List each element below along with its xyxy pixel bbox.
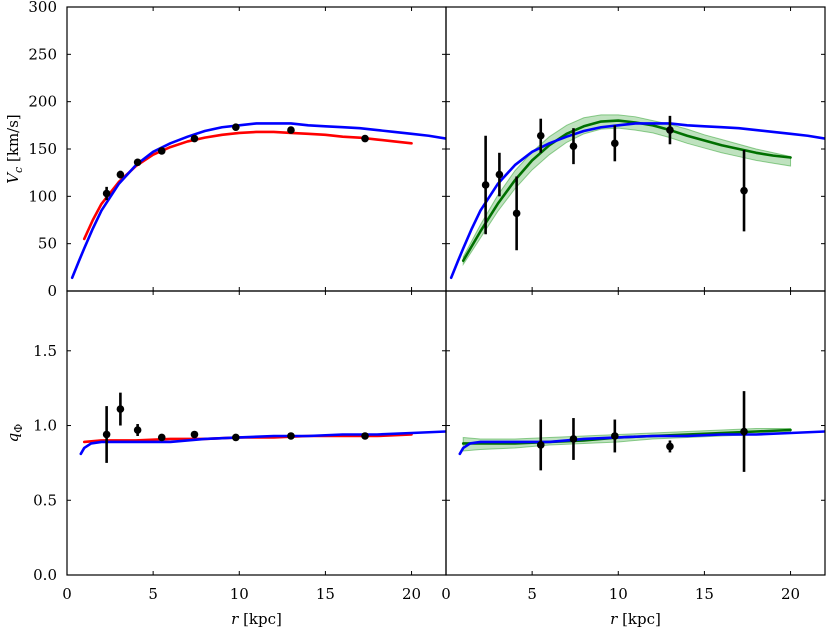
x-tick-label: 5 [527,585,537,603]
y-axis-label-var: q [4,433,22,443]
data-point [740,186,748,195]
data-point [287,432,295,440]
x-tick-label: 20 [781,585,800,603]
data-point [611,432,619,440]
data-point [666,442,674,451]
frame-layer [66,6,826,576]
y-tick-label: 1.5 [33,342,57,360]
panel-0-0 [70,122,446,280]
data-point [133,158,142,167]
data-point [190,430,199,439]
data-point [102,189,111,198]
data-point [232,123,240,132]
y-axis-label-unit: [km/s] [4,114,22,167]
y-tick-label: 0.5 [33,491,57,509]
data-point [287,126,295,134]
x-tick-label: 15 [316,585,335,603]
panel-0-1 [449,114,825,280]
y-tick-label: 0.0 [33,566,57,584]
series-line [82,130,413,241]
x-tick-label: 15 [695,585,714,603]
data-point [611,139,619,148]
data-point [116,405,125,413]
panel-1-0 [79,392,446,463]
data-point [666,126,674,134]
x-axis-label-var: r [610,610,622,628]
data-point [361,134,369,143]
data-point [536,441,545,449]
data-point [481,181,490,189]
data-point [536,131,545,140]
y-tick-label: 150 [28,140,57,158]
data-point [740,427,748,436]
x-axis-label-unit: [kpc] [622,610,661,628]
x-axis-label: r [kpc] [610,610,661,628]
data-point [157,433,166,442]
series-line [458,430,825,456]
data-point [495,170,504,179]
panel-frame [445,290,826,576]
y-tick-label: 100 [28,187,57,205]
data-point [116,170,125,179]
x-tick-label: 10 [609,585,628,603]
data-point [157,147,166,155]
data-point [190,134,199,143]
panel-frame [66,6,447,292]
panels-layer [70,114,825,472]
x-tick-label: 10 [230,585,249,603]
data-point [232,433,240,442]
series-line [79,430,446,456]
y-tick-label: 200 [28,93,57,111]
data-point [569,435,578,443]
y-tick-label: 300 [28,0,57,16]
x-tick-label: 0 [62,585,72,603]
data-point [102,430,111,439]
y-tick-label: 50 [38,235,57,253]
x-tick-label: 0 [441,585,451,603]
data-point [512,209,521,218]
y-tick-label: 250 [28,45,57,63]
y-axis-label-var: V [4,171,22,184]
y-axis-label-velocity: Vc [km/s] [4,114,25,184]
x-axis-label: r [kpc] [231,610,282,628]
data-point [133,426,142,434]
x-axis-label-var: r [231,610,243,628]
panel-frame [445,6,826,292]
x-tick-label: 5 [148,585,158,603]
panel-1-1 [458,391,825,472]
y-tick-label: 1.0 [33,417,57,435]
y-axis-label-flattening: qΦ [4,424,25,443]
data-point [361,432,369,440]
y-tick-label: 0 [47,282,57,300]
x-tick-label: 20 [402,585,421,603]
y-axis-label-sub: c [12,167,25,173]
y-axis-label-sub: Φ [12,424,25,433]
confidence-band [462,114,792,267]
x-axis-label-unit: [kpc] [243,610,282,628]
series-line [449,122,825,280]
series-line [70,122,446,280]
data-point [569,142,578,150]
